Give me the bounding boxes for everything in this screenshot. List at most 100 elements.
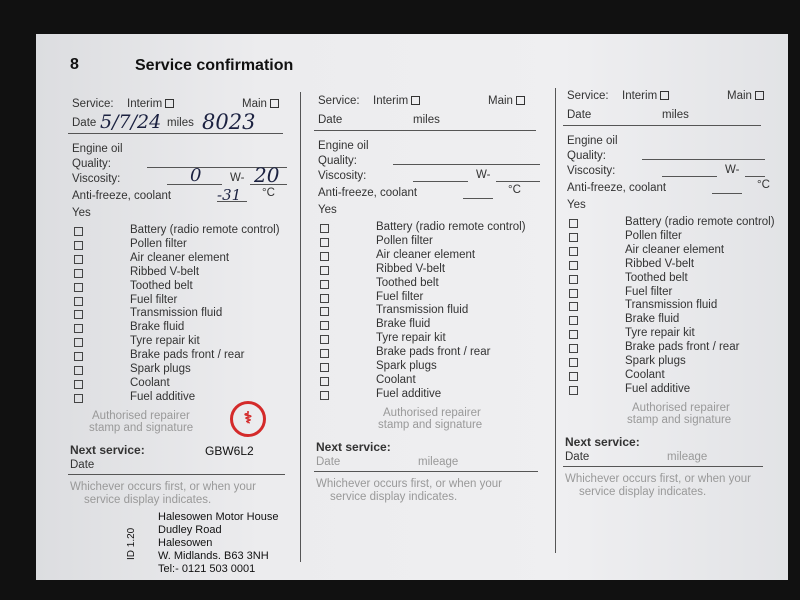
write-in-line	[642, 159, 765, 160]
checklist-checkbox[interactable]	[320, 390, 329, 400]
checklist-checkbox[interactable]	[74, 366, 83, 375]
checklist-checkbox[interactable]	[320, 224, 329, 233]
checklist-item: Ribbed V-belt	[130, 265, 200, 278]
checklist-item: Fuel additive	[625, 382, 691, 395]
miles-label: miles	[662, 109, 689, 121]
checklist-checkbox[interactable]	[74, 379, 83, 389]
interim-checkbox[interactable]	[165, 99, 175, 109]
checklist-item: Brake pads front / rear	[130, 349, 245, 362]
dealer-line: Tel:- 0121 503 0001	[158, 563, 256, 575]
checklist-item: Fuel filter	[130, 293, 178, 306]
checklist-checkbox[interactable]	[320, 307, 329, 317]
main-label: Main	[727, 90, 752, 102]
write-in-line	[496, 181, 540, 182]
checklist-item: Tyre repair kit	[625, 327, 695, 340]
checklist-checkbox[interactable]	[569, 288, 578, 298]
interim-label: Interim	[127, 98, 163, 110]
checklist-item: Transmission fluid	[376, 304, 469, 317]
service-label: Service:	[72, 98, 114, 110]
checklist-checkbox[interactable]	[74, 310, 83, 320]
checklist-item: Tyre repair kit	[130, 335, 200, 348]
viscosity-label: Viscosity:	[72, 173, 121, 185]
checklist-checkbox[interactable]	[569, 371, 578, 381]
main-checkbox[interactable]	[269, 99, 279, 109]
checklist-checkbox[interactable]	[74, 324, 83, 334]
main-checkbox[interactable]	[515, 96, 525, 106]
date-label: Date	[318, 114, 343, 126]
checklist-item: Transmission fluid	[130, 307, 223, 320]
write-in-line	[314, 130, 536, 131]
date-label: Date	[72, 117, 97, 129]
checklist-checkbox[interactable]	[74, 338, 83, 348]
yes-label: Yes	[567, 199, 586, 211]
repairer-label: Authorised repairer	[632, 402, 730, 414]
checklist-checkbox[interactable]	[569, 219, 578, 228]
write-in-line	[147, 167, 287, 168]
dealer-code: GBW6L2	[205, 444, 254, 458]
interim-checkbox[interactable]	[411, 96, 421, 106]
checklist-checkbox[interactable]	[569, 330, 578, 340]
checklist-checkbox[interactable]	[569, 246, 578, 256]
checklist-checkbox[interactable]	[320, 349, 329, 359]
checklist-checkbox[interactable]	[74, 296, 83, 306]
next-service-label: Next service:	[565, 435, 640, 449]
dealer-line: Dudley Road	[158, 524, 222, 536]
checklist-checkbox[interactable]	[74, 254, 83, 264]
checklist-checkbox[interactable]	[320, 251, 329, 261]
checklist-checkbox[interactable]	[74, 268, 83, 278]
date-label: Date	[567, 109, 592, 121]
checklist-item: Ribbed V-belt	[376, 262, 446, 275]
checklist-checkbox[interactable]	[569, 344, 578, 354]
checklist-checkbox[interactable]	[569, 316, 578, 326]
interim-checkbox[interactable]	[660, 91, 670, 101]
checklist-checkbox[interactable]	[320, 363, 329, 372]
celsius-label: °C	[262, 187, 275, 199]
w-label: W-	[725, 164, 740, 176]
checklist-item: Spark plugs	[625, 355, 686, 367]
handwritten-viscosity-high: 20	[254, 163, 280, 187]
checklist-item: Brake fluid	[625, 313, 680, 326]
interim-label: Interim	[373, 95, 409, 107]
checklist-checkbox[interactable]	[74, 240, 83, 250]
checklist-checkbox[interactable]	[569, 274, 578, 284]
column-divider	[555, 88, 556, 553]
whichever-note: service display indicates.	[84, 494, 212, 506]
checklist-item: Toothed belt	[130, 279, 193, 292]
checklist-checkbox[interactable]	[320, 265, 329, 275]
checklist-checkbox[interactable]	[74, 393, 83, 403]
checklist-item: Brake pads front / rear	[625, 341, 740, 354]
checklist-checkbox[interactable]	[320, 335, 329, 345]
whichever-note: Whichever occurs first, or when your	[316, 478, 502, 490]
checklist-checkbox[interactable]	[569, 232, 578, 242]
checklist-checkbox[interactable]	[320, 376, 329, 386]
write-in-line	[463, 198, 493, 199]
checklist-item: Air cleaner element	[130, 251, 230, 264]
checklist-checkbox[interactable]	[74, 227, 83, 236]
checklist-checkbox[interactable]	[569, 385, 578, 395]
write-in-line	[68, 133, 283, 134]
main-label: Main	[242, 98, 267, 110]
checklist-item: Ribbed V-belt	[625, 257, 695, 270]
stamp-signature-label: stamp and signature	[89, 422, 194, 434]
checklist-checkbox[interactable]	[569, 302, 578, 312]
stamp-signature-label: stamp and signature	[627, 414, 732, 426]
interim-label: Interim	[622, 90, 658, 102]
checklist-item: Pollen filter	[376, 234, 433, 247]
checklist-item: Pollen filter	[130, 237, 187, 250]
write-in-line	[745, 176, 765, 177]
checklist-checkbox[interactable]	[74, 352, 83, 362]
checklist-checkbox[interactable]	[320, 279, 329, 289]
handwritten-date: 5/7/24	[100, 111, 162, 133]
checklist-checkbox[interactable]	[569, 358, 578, 367]
checklist-item: Coolant	[130, 376, 170, 389]
checklist-checkbox[interactable]	[74, 282, 83, 292]
checklist-checkbox[interactable]	[320, 293, 329, 303]
w-label: W-	[476, 169, 491, 181]
main-checkbox[interactable]	[754, 91, 764, 101]
write-in-line	[217, 201, 247, 202]
checklist-checkbox[interactable]	[320, 321, 329, 331]
yes-label: Yes	[318, 204, 337, 216]
checklist-checkbox[interactable]	[569, 260, 578, 270]
mileage-label: mileage	[667, 451, 708, 463]
checklist-checkbox[interactable]	[320, 237, 329, 247]
